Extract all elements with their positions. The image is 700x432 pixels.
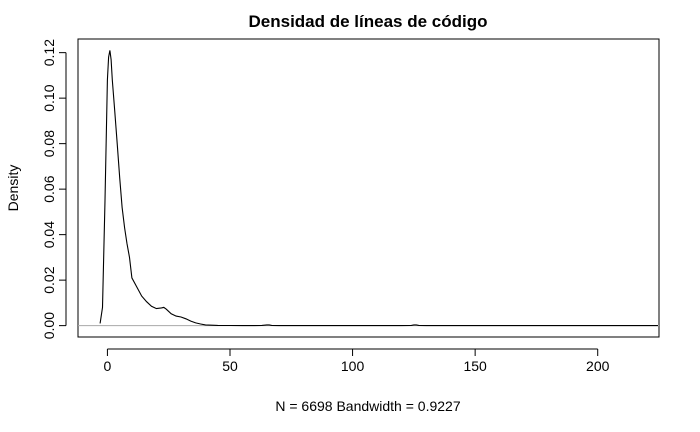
x-tick-label: 50: [222, 358, 238, 374]
x-axis-label: N = 6698 Bandwidth = 0.9227: [275, 398, 460, 414]
x-axis: 0 50 100 150 200: [104, 348, 610, 374]
y-tick-label: 0.04: [41, 221, 57, 248]
plot-frame: [77, 38, 660, 338]
series-line-density: [99, 50, 658, 327]
x-tick-label: 100: [341, 358, 365, 374]
y-axis-label: Density: [5, 165, 21, 212]
x-tick-label: 200: [586, 358, 610, 374]
y-tick-label: 0.08: [41, 130, 57, 157]
y-tick-label: 0.02: [41, 266, 57, 293]
y-axis: 0.00 0.02 0.04 0.06 0.08 0.10 0.12: [41, 39, 67, 339]
y-tick-label: 0.12: [41, 39, 57, 66]
y-tick-label: 0.10: [41, 84, 57, 111]
x-tick-label: 150: [463, 358, 487, 374]
chart-title: Densidad de líneas de código: [249, 12, 488, 31]
y-tick-label: 0.06: [41, 175, 57, 202]
y-tick-label: 0.00: [41, 312, 57, 339]
x-tick-label: 0: [104, 358, 112, 374]
